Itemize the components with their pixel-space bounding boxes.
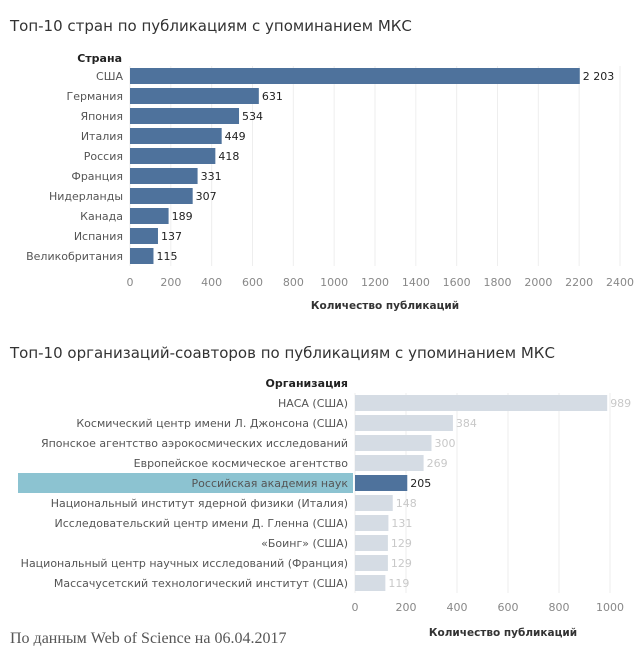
x-tick-label: 0: [352, 601, 359, 614]
bar[interactable]: [130, 168, 198, 184]
bar[interactable]: [355, 535, 388, 551]
x-tick-label: 1400: [402, 276, 430, 289]
bar[interactable]: [355, 495, 393, 511]
data-label: 115: [156, 250, 177, 263]
data-label: 307: [196, 190, 217, 203]
bar[interactable]: [130, 68, 580, 84]
data-label: 534: [242, 110, 263, 123]
x-tick-label: 0: [127, 276, 134, 289]
data-label: 384: [456, 417, 477, 430]
chart1-x-axis-title: Количество публикаций: [311, 300, 459, 312]
category-label: Национальный институт ядерной физики (Ит…: [51, 497, 348, 510]
data-label: 205: [410, 477, 431, 490]
bar[interactable]: [355, 555, 388, 571]
data-label: 631: [262, 90, 283, 103]
data-label: 2 203: [583, 70, 615, 83]
bar[interactable]: [355, 475, 408, 491]
bar[interactable]: [130, 228, 158, 244]
data-label: 119: [388, 577, 409, 590]
category-label: «Боинг» (США): [261, 537, 348, 550]
x-tick-label: 200: [396, 601, 417, 614]
chart1-title: Топ-10 стран по публикациям с упоминание…: [9, 17, 412, 35]
chart2-x-axis-title: Количество публикаций: [429, 627, 577, 639]
bar[interactable]: [130, 208, 169, 224]
data-label: 148: [396, 497, 417, 510]
x-tick-label: 200: [160, 276, 181, 289]
footnote: По данным Web of Science на 06.04.2017: [10, 630, 286, 647]
bar[interactable]: [130, 108, 240, 124]
data-label: 129: [391, 557, 412, 570]
data-label: 137: [161, 230, 182, 243]
x-tick-label: 600: [242, 276, 263, 289]
bar[interactable]: [355, 415, 453, 431]
x-tick-label: 400: [201, 276, 222, 289]
category-label: Российская академия наук: [192, 477, 349, 490]
category-label: Японское агентство аэрокосмических иссле…: [41, 437, 348, 450]
x-tick-label: 1600: [443, 276, 471, 289]
chart2-title: Топ-10 организаций-соавторов по публикац…: [9, 344, 555, 362]
data-label: 129: [391, 537, 412, 550]
data-label: 449: [225, 130, 246, 143]
x-tick-label: 800: [283, 276, 304, 289]
category-label: Франция: [71, 170, 123, 183]
category-label: Италия: [81, 130, 123, 143]
data-label: 269: [427, 457, 448, 470]
category-label: Россия: [84, 150, 123, 163]
bar[interactable]: [130, 148, 216, 164]
bar[interactable]: [355, 575, 386, 591]
data-label: 300: [435, 437, 456, 450]
data-label: 189: [172, 210, 193, 223]
category-label: Испания: [74, 230, 123, 243]
bar[interactable]: [130, 188, 193, 204]
highlight-band: [18, 473, 353, 493]
bar[interactable]: [355, 435, 432, 451]
category-label: Канада: [80, 210, 123, 223]
x-tick-label: 2400: [606, 276, 634, 289]
category-label: Космический центр имени Л. Джонсона (США…: [76, 417, 348, 430]
x-tick-label: 600: [498, 601, 519, 614]
x-tick-label: 1000: [320, 276, 348, 289]
category-label: Европейское космическое агентство: [134, 457, 349, 470]
x-tick-label: 400: [447, 601, 468, 614]
category-label: Нидерланды: [49, 190, 123, 203]
bar[interactable]: [130, 88, 259, 104]
chart2-category-header: Организация: [266, 377, 348, 390]
category-label: США: [96, 70, 123, 83]
data-label: 131: [391, 517, 412, 530]
x-tick-label: 1200: [361, 276, 389, 289]
bar[interactable]: [355, 455, 424, 471]
x-tick-label: 1800: [484, 276, 512, 289]
bar[interactable]: [130, 128, 222, 144]
category-label: Германия: [67, 90, 123, 103]
data-label: 331: [201, 170, 222, 183]
bar[interactable]: [355, 515, 389, 531]
category-label: Исследовательский центр имени Д. Гленна …: [54, 517, 348, 530]
category-label: Япония: [80, 110, 123, 123]
category-label: Массачусетский технологический институт …: [54, 577, 348, 590]
data-label: 989: [610, 397, 631, 410]
category-label: Национальный центр научных исследований …: [21, 557, 348, 570]
data-label: 418: [218, 150, 239, 163]
x-tick-label: 1000: [596, 601, 624, 614]
bar[interactable]: [130, 248, 154, 264]
category-label: Великобритания: [26, 250, 123, 263]
category-label: НАСА (США): [278, 397, 348, 410]
chart1-category-header: Страна: [77, 52, 122, 65]
x-tick-label: 800: [549, 601, 570, 614]
bar[interactable]: [355, 395, 608, 411]
x-tick-label: 2000: [524, 276, 552, 289]
x-tick-label: 2200: [565, 276, 593, 289]
